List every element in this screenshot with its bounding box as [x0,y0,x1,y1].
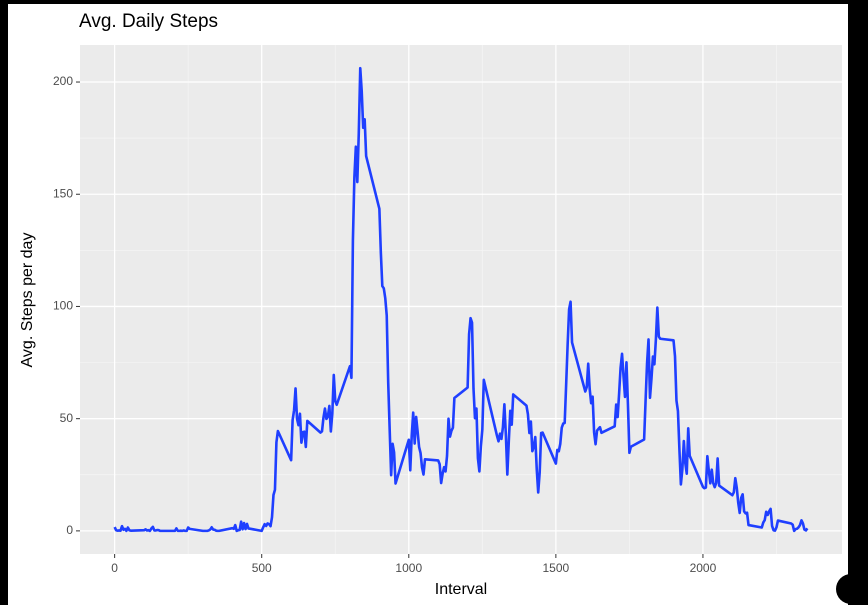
cursor [836,574,866,604]
chart-title: Avg. Daily Steps [79,11,218,32]
marks [113,66,809,533]
y-tick-label: 50 [60,411,74,425]
x-axis-title: Interval [435,581,487,598]
y-axis-title: Avg. Steps per day [19,233,36,368]
x-tick-label: 1500 [543,561,570,575]
y-tick-label: 150 [53,186,73,200]
y-tick-label: 200 [53,74,73,88]
x-tick-label: 2000 [690,561,717,575]
y-tick-label: 0 [66,523,73,537]
plot-panel [80,45,842,554]
grid [80,45,842,554]
x-tick-label: 0 [111,561,118,575]
x-tick-label: 1000 [395,561,422,575]
x-tick-label: 500 [252,561,272,575]
data-line [113,66,809,533]
y-tick-label: 100 [53,299,73,313]
